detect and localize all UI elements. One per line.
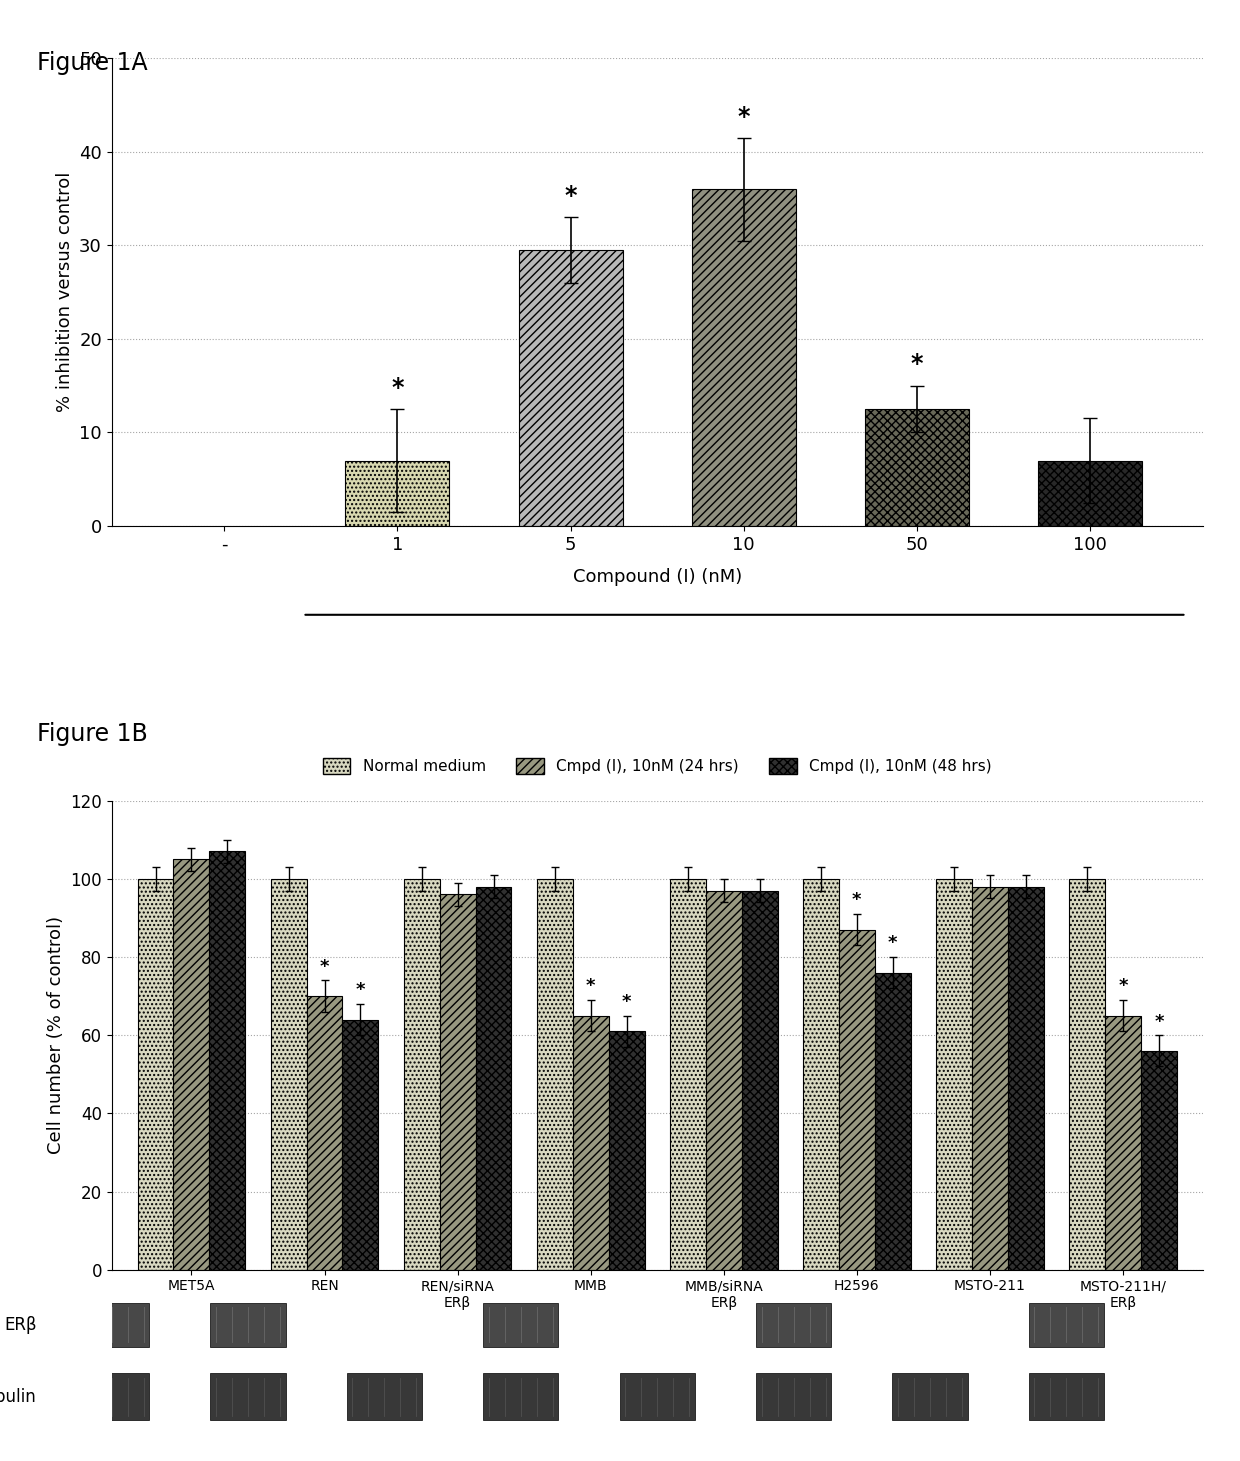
Bar: [484, 1373, 558, 1420]
Bar: [537, 880, 573, 1270]
Text: *: *: [1154, 1012, 1163, 1030]
Bar: [893, 1373, 967, 1420]
Bar: [210, 852, 246, 1270]
Bar: [1141, 1050, 1177, 1270]
Bar: [804, 880, 838, 1270]
Text: *: *: [564, 184, 577, 207]
Text: *: *: [852, 891, 862, 909]
Bar: [874, 973, 910, 1270]
Bar: [756, 1303, 831, 1347]
Text: *: *: [888, 935, 898, 953]
Text: *: *: [587, 977, 595, 995]
X-axis label: Compound (I) (nM): Compound (I) (nM): [573, 567, 742, 586]
Bar: [1038, 460, 1142, 526]
Bar: [742, 891, 777, 1270]
Bar: [936, 880, 972, 1270]
Legend: Normal medium, Cmpd (I), 10nM (24 hrs), Cmpd (I), 10nM (48 hrs): Normal medium, Cmpd (I), 10nM (24 hrs), …: [316, 752, 998, 780]
Bar: [838, 929, 874, 1270]
Bar: [484, 1303, 558, 1347]
Bar: [211, 1373, 285, 1420]
Bar: [573, 1015, 609, 1270]
Text: *: *: [910, 352, 924, 377]
Text: ERβ: ERβ: [4, 1316, 36, 1334]
Text: Figure 1B: Figure 1B: [37, 722, 148, 745]
Text: Figure 1A: Figure 1A: [37, 51, 148, 75]
Bar: [609, 1031, 645, 1270]
Bar: [692, 190, 796, 526]
Bar: [404, 880, 440, 1270]
Bar: [74, 1373, 149, 1420]
Bar: [1105, 1015, 1141, 1270]
Bar: [670, 880, 706, 1270]
Bar: [1029, 1373, 1104, 1420]
Text: *: *: [1118, 977, 1127, 995]
Bar: [1069, 880, 1105, 1270]
Text: *: *: [621, 993, 631, 1011]
Text: tubulin: tubulin: [0, 1388, 36, 1405]
Text: *: *: [738, 105, 750, 129]
Bar: [518, 250, 622, 526]
Bar: [1029, 1303, 1104, 1347]
Bar: [74, 1303, 149, 1347]
Bar: [306, 996, 342, 1270]
Bar: [476, 887, 511, 1270]
Bar: [270, 880, 306, 1270]
Bar: [972, 887, 1008, 1270]
Text: *: *: [356, 982, 366, 999]
Bar: [756, 1373, 831, 1420]
Text: *: *: [320, 958, 330, 976]
Bar: [138, 880, 174, 1270]
Y-axis label: % inhibition versus control: % inhibition versus control: [56, 172, 73, 412]
Bar: [706, 891, 742, 1270]
Bar: [211, 1303, 285, 1347]
Bar: [174, 859, 210, 1270]
Text: *: *: [391, 375, 404, 400]
Bar: [346, 460, 449, 526]
Bar: [620, 1373, 694, 1420]
Bar: [866, 409, 968, 526]
Y-axis label: Cell number (% of control): Cell number (% of control): [47, 916, 64, 1154]
Bar: [440, 894, 476, 1270]
Bar: [1008, 887, 1044, 1270]
Bar: [342, 1020, 378, 1270]
Bar: [347, 1373, 422, 1420]
